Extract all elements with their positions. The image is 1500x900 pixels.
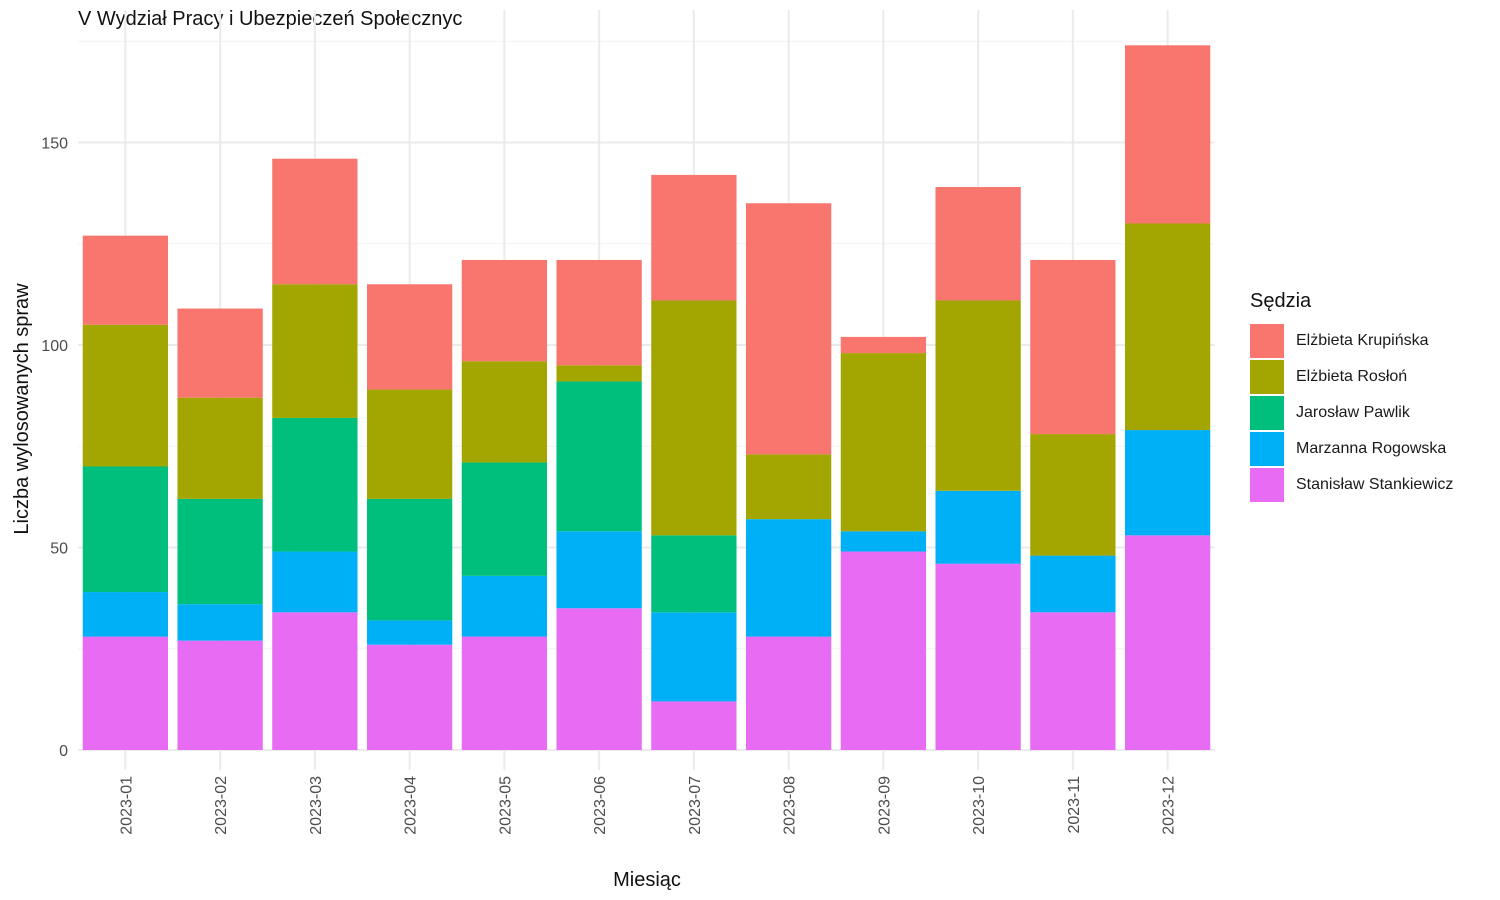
bar-segment: Elżbieta Krupińska 2023-05: 25 xyxy=(461,259,548,362)
x-tick-label: 2023-10 xyxy=(971,776,988,835)
bar-segment: Marzanna Rogowska 2023-07: 22 xyxy=(651,612,737,702)
x-axis-ticks: 2023-01 2023-02 2023-03 2023-04 2023-05 2023-… xyxy=(118,776,1177,835)
legend-items: Elżbieta Krupińska Elżbieta Rosłoń Jarosła… xyxy=(1250,323,1453,503)
bar-segment: Elżbieta Rosłoń 2023-08: 16 xyxy=(745,454,832,520)
bar-segment: Marzanna Rogowska 2023-05: 15 xyxy=(461,575,548,637)
x-tick-label: 2023-05 xyxy=(497,776,514,835)
x-tick-label: 2023-11 xyxy=(1066,776,1083,834)
bar-segment: Elżbieta Rosłoń 2023-01: 35 xyxy=(82,324,169,467)
bar-segment: Jarosław Pawlik 2023-04: 30 xyxy=(366,498,453,621)
bar-segment: Elżbieta Rosłoń 2023-07: 58 xyxy=(651,300,737,536)
legend-title: Sędzia xyxy=(1250,290,1312,312)
bar-segment: Marzanna Rogowska 2023-10: 18 xyxy=(935,490,1021,564)
bar-segment: Elżbieta Krupińska 2023-12: 44 xyxy=(1124,45,1211,224)
bar-segment: Elżbieta Rosłoń 2023-04: 27 xyxy=(366,389,453,499)
bar-segment: Elżbieta Rosłoń 2023-10: 47 xyxy=(935,300,1021,491)
bars: Stanisław Stankiewicz 2023-01: 28Marzann… xyxy=(82,45,1211,750)
y-tick-label: 0 xyxy=(59,743,68,760)
bar-segment: Marzanna Rogowska 2023-08: 29 xyxy=(745,519,832,637)
bar-segment: Elżbieta Krupińska 2023-04: 26 xyxy=(366,284,453,390)
x-axis-label: Miesiąc xyxy=(613,869,681,891)
bar-segment: Elżbieta Krupińska 2023-08: 62 xyxy=(745,203,832,455)
legend-item: Elżbieta Rosłoń xyxy=(1250,359,1453,395)
legend-key xyxy=(1250,324,1284,358)
legend-label: Jarosław Pawlik xyxy=(1296,404,1410,421)
x-tick-label: 2023-08 xyxy=(782,776,799,835)
bar-segment: Stanisław Stankiewicz 2023-09: 49 xyxy=(840,551,927,750)
legend-label: Stanisław Stankiewicz xyxy=(1296,476,1454,493)
bar-segment: Marzanna Rogowska 2023-02: 9 xyxy=(177,604,263,641)
legend-key xyxy=(1250,468,1284,502)
y-tick-label: 50 xyxy=(50,541,68,558)
bar-segment: Stanisław Stankiewicz 2023-05: 28 xyxy=(461,636,548,750)
bar-segment: Elżbieta Krupińska 2023-01: 22 xyxy=(82,235,169,325)
bar-segment: Stanisław Stankiewicz 2023-11: 34 xyxy=(1030,612,1116,750)
bar-segment: Marzanna Rogowska 2023-04: 6 xyxy=(366,620,453,645)
bar-segment: Marzanna Rogowska 2023-11: 14 xyxy=(1030,555,1116,613)
bar-segment: Stanisław Stankiewicz 2023-06: 35 xyxy=(556,608,642,750)
legend-item: Marzanna Rogowska xyxy=(1250,431,1453,467)
bar-segment: Stanisław Stankiewicz 2023-01: 28 xyxy=(82,636,169,750)
bar-segment: Elżbieta Krupińska 2023-02: 22 xyxy=(177,308,263,398)
legend-key xyxy=(1250,360,1284,394)
legend-label: Elżbieta Krupińska xyxy=(1296,332,1429,349)
bar-segment: Marzanna Rogowska 2023-03: 15 xyxy=(272,551,358,613)
bar-segment: Jarosław Pawlik 2023-05: 28 xyxy=(461,462,548,576)
bar-segment: Elżbieta Rosłoń 2023-11: 30 xyxy=(1030,434,1116,556)
legend-item: Stanisław Stankiewicz xyxy=(1250,467,1453,503)
bar-segment: Stanisław Stankiewicz 2023-07: 12 xyxy=(651,701,737,750)
x-tick-label: 2023-02 xyxy=(213,776,230,835)
bar-segment: Elżbieta Rosłoń 2023-02: 25 xyxy=(177,397,263,499)
bar-segment: Elżbieta Rosłoń 2023-12: 51 xyxy=(1124,223,1211,431)
y-tick-label: 100 xyxy=(41,338,68,355)
bar-segment: Jarosław Pawlik 2023-01: 31 xyxy=(82,466,169,593)
bar-segment: Marzanna Rogowska 2023-06: 19 xyxy=(556,531,642,609)
y-axis-ticks: 0 50 100 150 xyxy=(41,136,68,761)
x-tick-label: 2023-07 xyxy=(687,776,704,835)
legend-item: Elżbieta Krupińska xyxy=(1250,323,1453,359)
bar-segment: Jarosław Pawlik 2023-03: 33 xyxy=(272,417,358,552)
y-tick-label: 150 xyxy=(41,136,68,153)
bar-segment: Elżbieta Krupińska 2023-06: 26 xyxy=(556,259,642,366)
bar-segment: Jarosław Pawlik 2023-02: 26 xyxy=(177,498,263,605)
legend-key xyxy=(1250,396,1284,430)
legend: Sędzia Elżbieta Krupińska Elżbieta Rosłoń… xyxy=(1250,290,1453,503)
x-tick-label: 2023-06 xyxy=(592,776,609,835)
bar-segment: Jarosław Pawlik 2023-07: 19 xyxy=(651,535,737,613)
bar-segment: Jarosław Pawlik 2023-06: 37 xyxy=(556,381,642,532)
bar-segment: Stanisław Stankiewicz 2023-12: 53 xyxy=(1124,535,1211,750)
legend-item: Jarosław Pawlik xyxy=(1250,395,1453,431)
legend-label: Elżbieta Rosłoń xyxy=(1296,368,1408,385)
bar-segment: Stanisław Stankiewicz 2023-04: 26 xyxy=(366,644,453,750)
bar-segment: Stanisław Stankiewicz 2023-02: 27 xyxy=(177,640,263,750)
bar-segment: Marzanna Rogowska 2023-01: 11 xyxy=(82,592,169,637)
bar-segment: Elżbieta Krupińska 2023-07: 31 xyxy=(651,174,737,301)
chart-title: V Wydział Pracy i Ubezpieczeń Społecznyc xyxy=(78,8,463,30)
bar-segment: Stanisław Stankiewicz 2023-08: 28 xyxy=(745,636,832,750)
bar-segment: Elżbieta Krupińska 2023-09: 4 xyxy=(840,336,927,354)
bar-segment: Stanisław Stankiewicz 2023-03: 34 xyxy=(272,612,358,750)
bar-segment: Elżbieta Krupińska 2023-03: 31 xyxy=(272,158,358,285)
bar-segment: Stanisław Stankiewicz 2023-10: 46 xyxy=(935,563,1021,750)
bar-segment: Elżbieta Rosłoń 2023-09: 44 xyxy=(840,353,927,532)
bar-segment: Elżbieta Krupińska 2023-11: 43 xyxy=(1030,259,1116,435)
legend-label: Marzanna Rogowska xyxy=(1296,440,1447,457)
bar-segment: Marzanna Rogowska 2023-12: 26 xyxy=(1124,430,1211,536)
legend-key xyxy=(1250,432,1284,466)
bar-segment: Elżbieta Rosłoń 2023-05: 25 xyxy=(461,361,548,463)
bar-segment: Elżbieta Krupińska 2023-10: 28 xyxy=(935,187,1021,301)
x-tick-label: 2023-04 xyxy=(403,776,420,835)
y-axis-label: Liczba wylosowanych spraw xyxy=(11,283,33,535)
bar-segment: Elżbieta Rosłoń 2023-06: 4 xyxy=(556,365,642,382)
bar-segment: Elżbieta Rosłoń 2023-03: 33 xyxy=(272,284,358,418)
x-tick-label: 2023-01 xyxy=(118,776,135,835)
x-tick-label: 2023-03 xyxy=(308,776,325,835)
bar-segment: Marzanna Rogowska 2023-09: 5 xyxy=(840,531,927,552)
x-tick-label: 2023-12 xyxy=(1161,776,1178,835)
x-tick-label: 2023-09 xyxy=(876,776,893,835)
